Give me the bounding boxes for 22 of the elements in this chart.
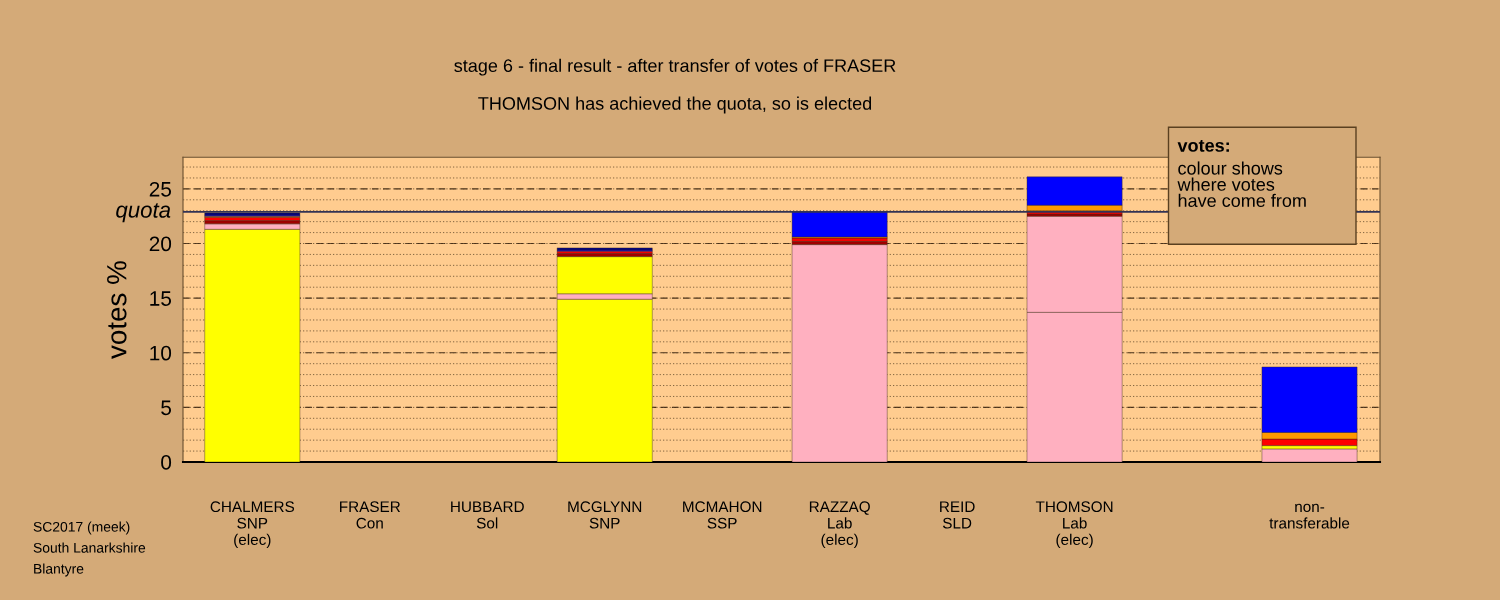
x-tick-label: HUBBARD Sol <box>451 501 524 529</box>
y-tick-label: 10 <box>150 345 172 361</box>
x-tick-label: non- transferable <box>1269 503 1350 529</box>
x-tick-label: THOMSON Lab (elec) <box>1035 501 1113 549</box>
text: SC2017 (meek) South Lanarkshire Blantyre <box>33 521 146 577</box>
y-tick-label: 20 <box>149 236 172 252</box>
y-tick-label: 5 <box>161 400 172 416</box>
annotation: colour shows where votes have come from <box>1177 161 1306 208</box>
x-tick-label: MCGLYNN SNP <box>568 501 642 529</box>
x-tick-label: FRASER Con <box>340 501 401 529</box>
x-tick-label: RAZZAQ Lab (elec) <box>809 501 870 549</box>
x-tick-label: REID SLD <box>940 501 975 529</box>
x-tick-label: MCMAHON SSP <box>683 501 762 529</box>
y-axis-title: votes % <box>107 261 127 359</box>
ref-line-label: quota <box>116 203 171 223</box>
x-tick-label: CHALMERS SNP (elec) <box>210 501 295 549</box>
chart-subtitle: THOMSON has achieved the quota, so is elected <box>478 96 872 114</box>
text: votes: <box>1177 139 1229 152</box>
y-tick-label: 0 <box>161 455 172 470</box>
y-tick-label: 25 <box>149 181 172 197</box>
y-tick-label: 15 <box>150 291 172 306</box>
chart-title: stage 6 - final result - after transfer of votes of FRASER <box>454 58 896 76</box>
